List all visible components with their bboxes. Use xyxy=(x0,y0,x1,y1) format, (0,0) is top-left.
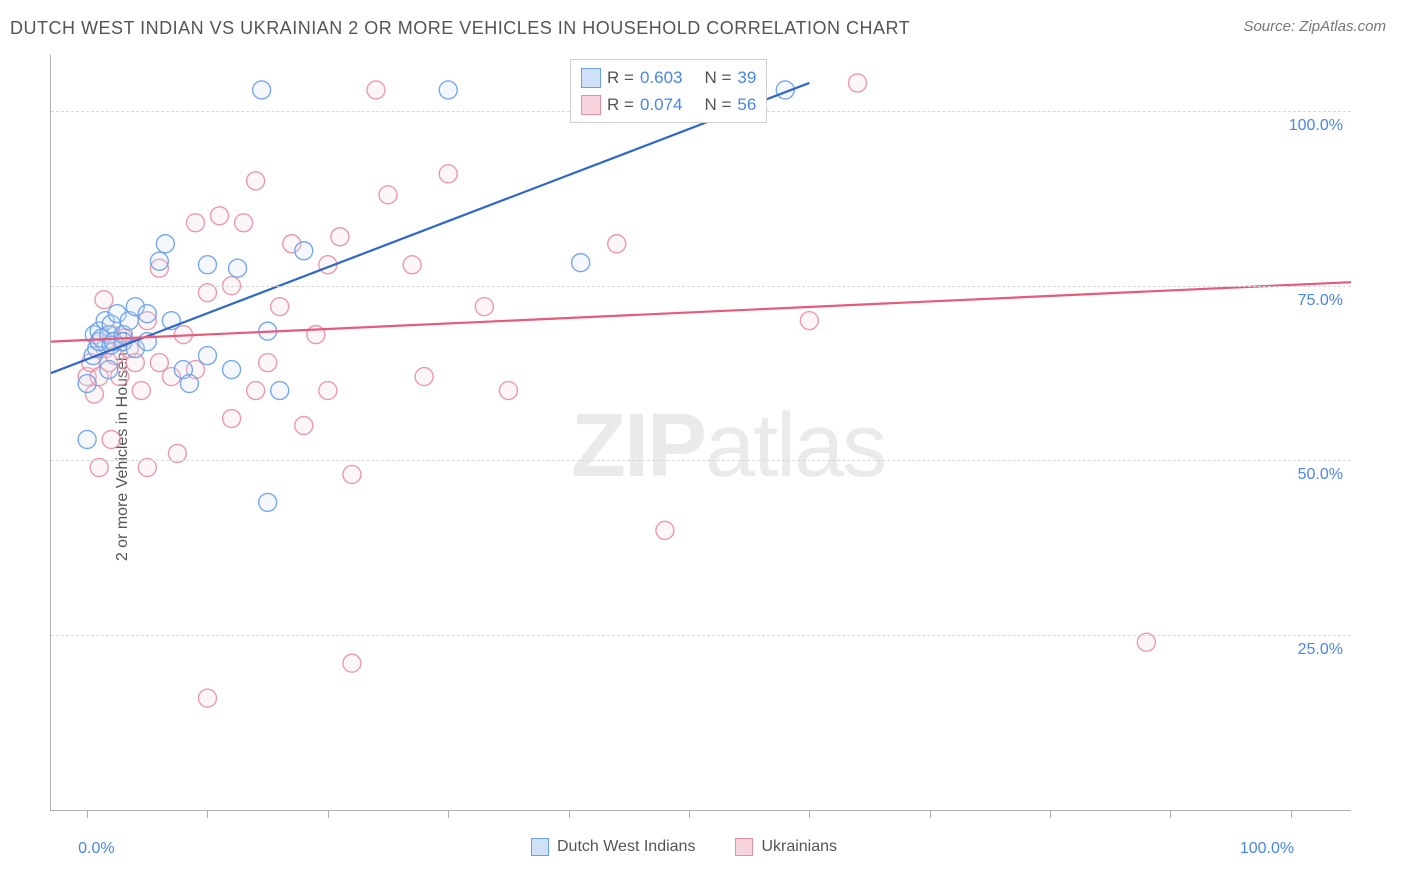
scatter-point xyxy=(343,654,361,672)
stats-row: R =0.074 N =56 xyxy=(581,91,756,118)
gridline xyxy=(51,635,1351,636)
y-tick-label: 100.0% xyxy=(1289,117,1343,135)
scatter-point xyxy=(379,186,397,204)
scatter-plot-area: ZIPatlas 25.0% 50.0% 75.0% 100.0% xyxy=(50,55,1351,811)
scatter-point xyxy=(186,214,204,232)
scatter-point xyxy=(223,410,241,428)
trend-line xyxy=(51,282,1351,341)
scatter-point xyxy=(78,375,96,393)
x-tick xyxy=(930,810,931,818)
scatter-point xyxy=(235,214,253,232)
scatter-point xyxy=(253,81,271,99)
y-tick-label: 50.0% xyxy=(1298,466,1343,484)
scatter-point xyxy=(343,465,361,483)
scatter-point xyxy=(259,493,277,511)
scatter-point xyxy=(138,305,156,323)
scatter-point xyxy=(319,382,337,400)
scatter-point xyxy=(848,74,866,92)
scatter-point xyxy=(198,689,216,707)
legend-swatch xyxy=(581,68,601,88)
x-tick xyxy=(207,810,208,818)
legend-swatch xyxy=(531,838,549,856)
chart-title: DUTCH WEST INDIAN VS UKRAINIAN 2 OR MORE… xyxy=(10,18,910,39)
legend-swatch xyxy=(735,838,753,856)
x-tick xyxy=(809,810,810,818)
watermark-light: atlas xyxy=(705,396,885,496)
stats-N-label: N = xyxy=(704,64,731,91)
scatter-point xyxy=(367,81,385,99)
x-tick xyxy=(1170,810,1171,818)
trend-line xyxy=(51,83,809,373)
scatter-point xyxy=(415,368,433,386)
stats-N-value: 39 xyxy=(737,64,756,91)
scatter-point xyxy=(271,382,289,400)
scatter-point xyxy=(78,430,96,448)
scatter-point xyxy=(295,242,313,260)
stats-R-value: 0.074 xyxy=(640,91,683,118)
legend-label: Dutch West Indians xyxy=(557,838,695,856)
scatter-point xyxy=(439,165,457,183)
stats-R-label: R = xyxy=(607,91,634,118)
scatter-point xyxy=(198,347,216,365)
x-tick xyxy=(1291,810,1292,818)
stats-row: R =0.603 N =39 xyxy=(581,64,756,91)
gridline xyxy=(51,460,1351,461)
source-attribution: Source: ZipAtlas.com xyxy=(1243,18,1386,35)
stats-N-value: 56 xyxy=(737,91,756,118)
scatter-point xyxy=(247,382,265,400)
scatter-point xyxy=(132,382,150,400)
x-tick xyxy=(328,810,329,818)
scatter-point xyxy=(800,312,818,330)
y-tick-label: 25.0% xyxy=(1298,641,1343,659)
x-tick xyxy=(1050,810,1051,818)
scatter-point xyxy=(156,235,174,253)
scatter-point xyxy=(475,298,493,316)
x-tick xyxy=(689,810,690,818)
x-tick xyxy=(569,810,570,818)
gridline xyxy=(51,286,1351,287)
scatter-point xyxy=(608,235,626,253)
legend-item: Dutch West Indians xyxy=(531,838,695,856)
scatter-point xyxy=(95,291,113,309)
scatter-point xyxy=(100,361,118,379)
x-label-min: 0.0% xyxy=(78,840,114,858)
scatter-point xyxy=(572,254,590,272)
y-tick-label: 75.0% xyxy=(1298,292,1343,310)
scatter-point xyxy=(403,256,421,274)
scatter-point xyxy=(102,430,120,448)
scatter-point xyxy=(180,375,198,393)
stats-R-value: 0.603 xyxy=(640,64,683,91)
watermark: ZIPatlas xyxy=(571,395,885,498)
x-label-max: 100.0% xyxy=(1240,840,1294,858)
scatter-point xyxy=(295,417,313,435)
stats-N-label: N = xyxy=(704,91,731,118)
scatter-point xyxy=(271,298,289,316)
scatter-point xyxy=(247,172,265,190)
scatter-point xyxy=(150,252,168,270)
legend-swatch xyxy=(581,95,601,115)
scatter-point xyxy=(499,382,517,400)
scatter-point xyxy=(223,361,241,379)
x-tick xyxy=(448,810,449,818)
scatter-point xyxy=(331,228,349,246)
stats-legend-box: R =0.603 N =39 R =0.074 N =56 xyxy=(570,59,767,123)
scatter-point xyxy=(439,81,457,99)
scatter-point xyxy=(229,259,247,277)
x-tick xyxy=(87,810,88,818)
scatter-point xyxy=(259,354,277,372)
scatter-point xyxy=(198,256,216,274)
legend-label: Ukrainians xyxy=(761,838,837,856)
legend-item: Ukrainians xyxy=(735,838,837,856)
scatter-point xyxy=(656,521,674,539)
stats-R-label: R = xyxy=(607,64,634,91)
scatter-point xyxy=(211,207,229,225)
bottom-legend: Dutch West Indians Ukrainians xyxy=(531,838,837,856)
watermark-bold: ZIP xyxy=(571,396,705,496)
